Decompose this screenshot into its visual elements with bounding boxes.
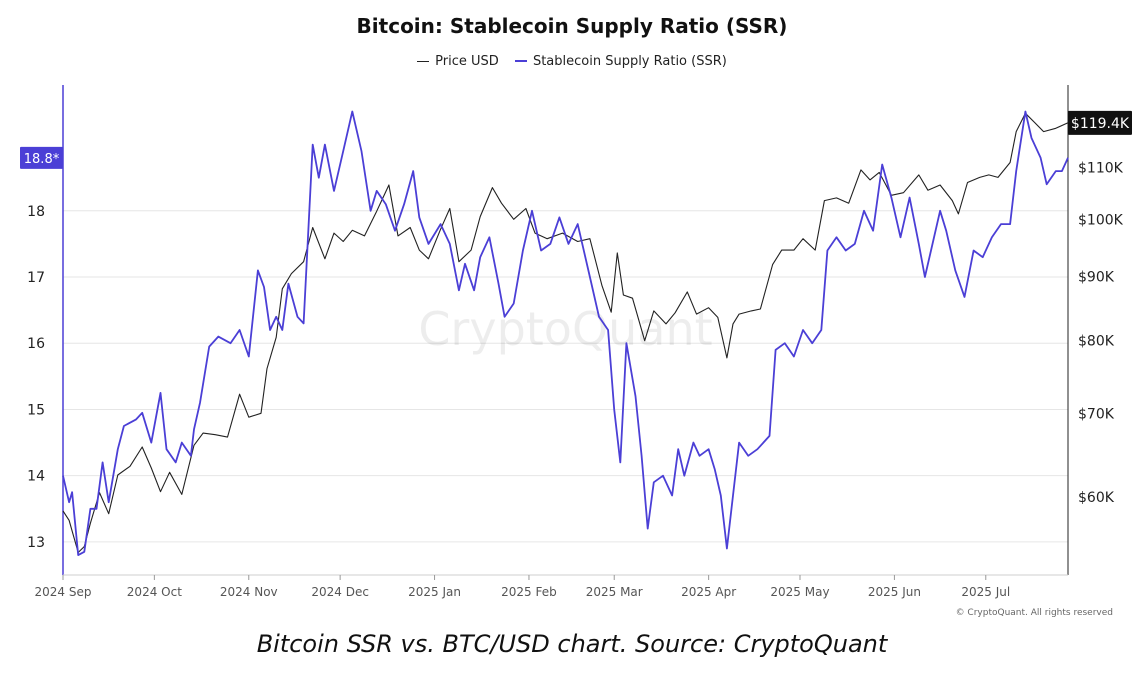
legend-label-ssr: Stablecoin Supply Ratio (SSR) (532, 53, 727, 69)
y-left-tick-label: 16 (27, 336, 45, 352)
y-right-tick-label: $90K (1078, 270, 1115, 286)
figure-caption: Bitcoin SSR vs. BTC/USD chart. Source: C… (256, 630, 888, 658)
x-tick-label: 2025 Jul (961, 585, 1010, 599)
price-current-badge (1068, 110, 1132, 135)
x-tick-label: 2025 May (770, 585, 829, 599)
legend-swatch-ssr (514, 60, 527, 62)
y-right-tick-label: $100K (1078, 212, 1124, 228)
x-tick-label: 2025 Feb (501, 585, 557, 599)
x-tick-label: 2025 Mar (586, 585, 643, 599)
legend-item-price[interactable]: Price USD (417, 54, 499, 69)
y-left-tick-label: 15 (27, 402, 45, 418)
y-left-tick-label: 14 (27, 469, 45, 485)
chart-container: Bitcoin: Stablecoin Supply Ratio (SSR) P… (0, 14, 1144, 618)
watermark: CryptoQuant (418, 302, 712, 356)
legend-item-ssr[interactable]: Stablecoin Supply Ratio (SSR) (514, 53, 727, 69)
x-tick-label: 2025 Jan (408, 585, 461, 599)
price-line (62, 112, 1069, 554)
legend-swatch-price (417, 61, 430, 62)
x-tick-label: 2024 Nov (220, 585, 278, 599)
ssr-current-label: 18.8* (24, 152, 60, 167)
y-left-tick-label: 18 (27, 204, 45, 220)
chart-title: Bitcoin: Stablecoin Supply Ratio (SSR) (356, 14, 788, 38)
ssr-line (62, 110, 1069, 556)
y-right-tick-label: $110K (1078, 160, 1124, 176)
y-left-tick-label: 13 (27, 535, 45, 551)
plot-area: CryptoQuant 13 14 15 16 17 18 $60K $70K $80K $90K $… (20, 85, 1132, 618)
x-tick-label: 2025 Apr (681, 585, 736, 599)
y-right-tick-label: $80K (1078, 334, 1115, 350)
x-tick-label: 2025 Jun (868, 585, 921, 599)
y-left-tick-label: 17 (27, 270, 45, 286)
y-right-tick-label: $60K (1078, 490, 1115, 506)
x-tick-label: 2024 Sep (35, 585, 92, 599)
legend-label-price: Price USD (435, 54, 499, 69)
ssr-current-badge (20, 146, 63, 169)
copyright-text: © CryptoQuant. All rights reserved (956, 608, 1113, 618)
x-tick-label: 2024 Dec (311, 585, 369, 599)
x-tick-label: 2024 Oct (127, 585, 182, 599)
y-right-tick-label: $70K (1078, 406, 1115, 422)
price-current-label: $119.4K (1071, 116, 1130, 132)
chart-legend: Price USD Stablecoin Supply Ratio (SSR) (0, 51, 1144, 69)
